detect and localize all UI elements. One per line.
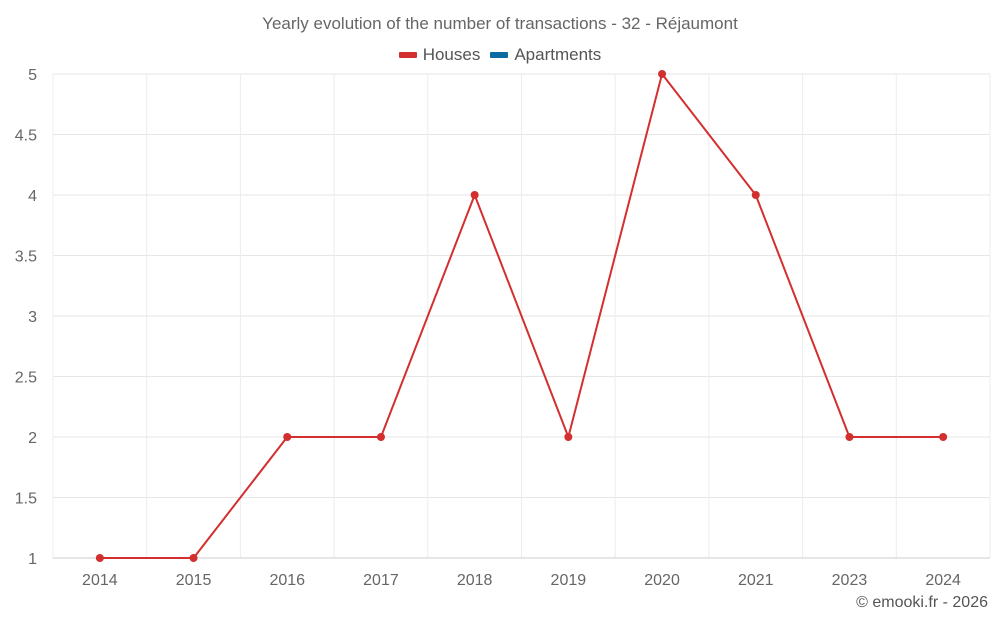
data-point-houses bbox=[189, 554, 198, 562]
x-tick-label: 2015 bbox=[176, 572, 212, 589]
series-line-houses bbox=[99, 73, 944, 559]
data-point-houses bbox=[564, 433, 573, 441]
legend-swatch-apartments bbox=[490, 52, 509, 58]
legend-label-apartments: Apartments bbox=[514, 45, 602, 64]
x-tick-label: 2021 bbox=[738, 572, 774, 589]
data-point-houses bbox=[658, 70, 667, 78]
x-tick-label: 2020 bbox=[644, 572, 680, 589]
x-tick-label: 2016 bbox=[269, 572, 305, 589]
y-tick-label: 4 bbox=[28, 188, 37, 205]
legend: Houses Apartments bbox=[0, 45, 1000, 65]
chart-title: Yearly evolution of the number of transa… bbox=[262, 14, 738, 33]
x-tick-label: 2024 bbox=[925, 572, 961, 589]
data-point-houses bbox=[845, 433, 854, 441]
x-tick-label: 2018 bbox=[457, 572, 493, 589]
data-point-houses bbox=[376, 433, 385, 441]
legend-swatch-houses bbox=[398, 52, 417, 58]
legend-label-houses: Houses bbox=[422, 45, 481, 64]
y-tick-label: 3 bbox=[28, 309, 37, 326]
y-tick-label: 5 bbox=[28, 67, 37, 84]
legend-item-apartments[interactable]: Apartments bbox=[490, 45, 601, 65]
legend-item-houses[interactable]: Houses bbox=[398, 45, 481, 65]
y-tick-label: 1 bbox=[28, 551, 37, 568]
data-point-houses bbox=[95, 554, 104, 562]
y-tick-label: 2.5 bbox=[15, 370, 37, 387]
y-tick-label: 2 bbox=[28, 430, 37, 447]
data-point-houses bbox=[939, 433, 948, 441]
credit-text: © emooki.fr - 2026 bbox=[856, 594, 988, 611]
y-tick-label: 1.5 bbox=[15, 491, 37, 508]
data-point-houses bbox=[470, 191, 479, 199]
x-tick-label: 2023 bbox=[832, 572, 868, 589]
x-tick-label: 2014 bbox=[82, 572, 118, 589]
y-tick-label: 4.5 bbox=[15, 128, 37, 145]
y-tick-label: 3.5 bbox=[15, 249, 37, 266]
data-point-houses bbox=[283, 433, 292, 441]
data-point-houses bbox=[751, 191, 760, 199]
x-tick-label: 2017 bbox=[363, 572, 399, 589]
x-tick-label: 2019 bbox=[551, 572, 587, 589]
